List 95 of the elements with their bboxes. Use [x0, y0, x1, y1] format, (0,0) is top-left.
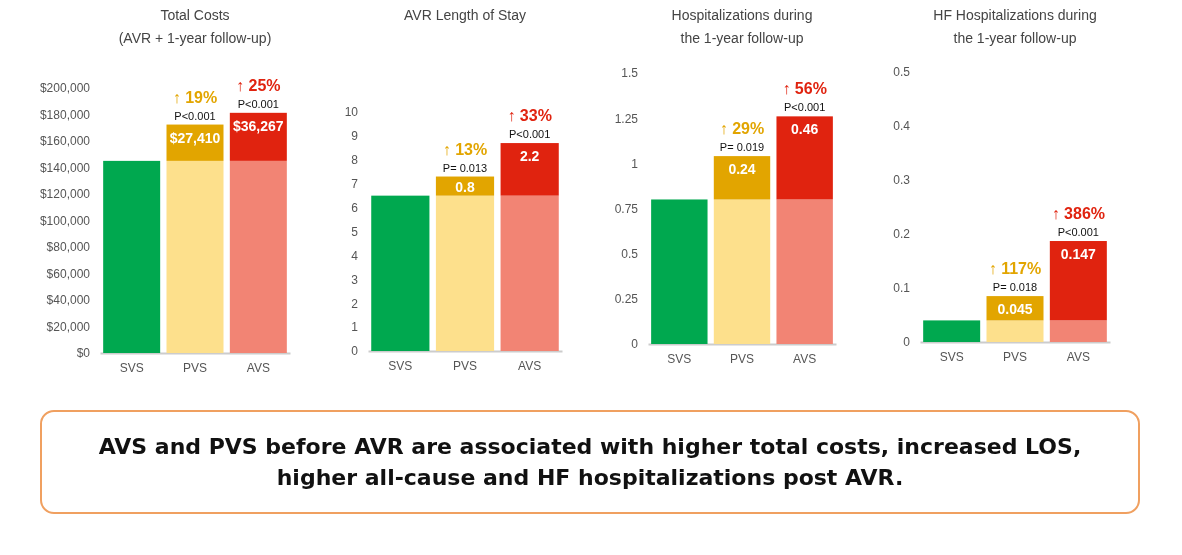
chart-title: Total Costs: [160, 7, 230, 23]
y-tick-label: $60,000: [46, 266, 91, 281]
bar: [651, 199, 708, 344]
chart-title: HF Hospitalizations during: [933, 7, 1097, 23]
y-tick-label: $20,000: [46, 319, 91, 334]
chart-subtitle: (AVR + 1-year follow-up): [118, 30, 272, 46]
y-tick-label: 1: [631, 156, 639, 171]
y-tick-label: 2: [351, 296, 359, 311]
data-label: 0.045: [997, 301, 1033, 318]
y-tick-label: 0.3: [893, 173, 911, 188]
bar: [500, 195, 559, 351]
y-tick-label: 0.5: [893, 65, 911, 80]
bar: [166, 160, 224, 353]
bar: [371, 195, 430, 351]
annotation: P<0.001: [784, 101, 826, 114]
x-tick-label: SVS: [119, 360, 144, 375]
data-label: $36,267: [233, 117, 284, 134]
annotation: ↑ 386%: [1051, 205, 1106, 223]
y-tick-label: 4: [351, 248, 359, 263]
y-tick-label: $80,000: [46, 240, 91, 255]
y-tick-label: 1.5: [621, 66, 639, 81]
annotation: ↑ 13%: [442, 140, 488, 158]
y-tick-label: $160,000: [39, 134, 91, 149]
bar: [713, 156, 771, 200]
bar: [1049, 320, 1107, 342]
annotation: ↑ 33%: [507, 107, 552, 125]
chart-title: AVR Length of Stay: [404, 7, 526, 23]
x-tick-label: SVS: [388, 358, 413, 373]
annotation: ↑ 56%: [782, 80, 827, 98]
y-tick-label: 0.75: [614, 201, 639, 216]
annotation: ↑ 117%: [988, 260, 1042, 278]
y-tick-label: 0: [903, 335, 911, 350]
y-tick-label: $100,000: [39, 213, 91, 228]
y-tick-label: 0.4: [893, 119, 911, 134]
y-tick-label: $180,000: [39, 107, 91, 122]
bar: [500, 143, 559, 196]
x-tick-label: PVS: [452, 358, 478, 373]
data-label: 0.46: [791, 121, 819, 138]
data-label: 2.2: [519, 148, 540, 165]
x-tick-label: SVS: [667, 351, 692, 366]
annotation: ↑ 29%: [719, 120, 765, 138]
bar: [776, 116, 833, 200]
y-tick-label: 0.25: [614, 292, 639, 307]
data-label: 0.8: [455, 179, 475, 196]
y-tick-label: 10: [344, 105, 359, 120]
bar: [713, 199, 771, 344]
x-tick-label: AVS: [1066, 349, 1090, 364]
y-tick-label: 0: [351, 344, 359, 359]
y-tick-label: 0.5: [621, 247, 639, 262]
x-tick-label: PVS: [182, 360, 208, 375]
y-tick-label: 9: [351, 129, 359, 144]
y-tick-label: 5: [351, 224, 359, 239]
data-label: 0.24: [728, 161, 756, 178]
annotation: P= 0.018: [992, 281, 1038, 294]
annotation: P= 0.013: [442, 161, 488, 174]
x-tick-label: AVS: [793, 351, 817, 366]
bar: [776, 199, 833, 344]
y-tick-label: $120,000: [39, 187, 91, 202]
chart-subtitle: the 1-year follow-up: [680, 30, 804, 46]
x-tick-label: SVS: [939, 349, 964, 364]
bar: [923, 320, 981, 342]
y-tick-label: 3: [351, 272, 359, 287]
annotation: P<0.001: [509, 128, 551, 141]
x-tick-label: AVS: [518, 358, 542, 373]
annotation: P<0.001: [174, 109, 216, 122]
bar: [986, 320, 1044, 342]
annotation: P= 0.019: [719, 141, 765, 154]
text: AVS and PVS before AVR are associated with higher total costs, increased LOS, higher all-cause and HF hospitalizations post AVR.: [40, 410, 1140, 514]
x-tick-label: AVS: [246, 360, 270, 375]
y-tick-label: 7: [351, 177, 359, 192]
y-tick-label: 0: [631, 337, 639, 352]
bar: [435, 195, 495, 351]
y-tick-label: 0.2: [893, 227, 911, 242]
y-tick-label: 6: [351, 200, 359, 215]
x-tick-label: PVS: [729, 351, 755, 366]
y-tick-label: $200,000: [39, 81, 91, 96]
bar: [103, 160, 161, 353]
annotation: ↑ 19%: [172, 88, 218, 106]
y-tick-label: 8: [351, 153, 359, 168]
x-tick-label: PVS: [1002, 349, 1028, 364]
chart-title: Hospitalizations during: [671, 7, 813, 23]
y-tick-label: $40,000: [46, 293, 91, 308]
bar: [1049, 241, 1107, 321]
annotation: ↑ 25%: [236, 76, 281, 94]
y-tick-label: $140,000: [39, 160, 91, 175]
y-tick-label: 1.25: [614, 111, 639, 126]
y-tick-label: 0.1: [893, 281, 911, 296]
data-label: 0.147: [1060, 246, 1097, 263]
chart-subtitle: the 1-year follow-up: [953, 30, 1077, 46]
y-tick-label: 1: [351, 320, 359, 335]
annotation: P<0.001: [1057, 226, 1099, 239]
data-label: $27,410: [169, 129, 221, 146]
y-tick-label: $0: [76, 346, 91, 361]
annotation: P<0.001: [237, 97, 279, 110]
bar: [229, 160, 287, 353]
